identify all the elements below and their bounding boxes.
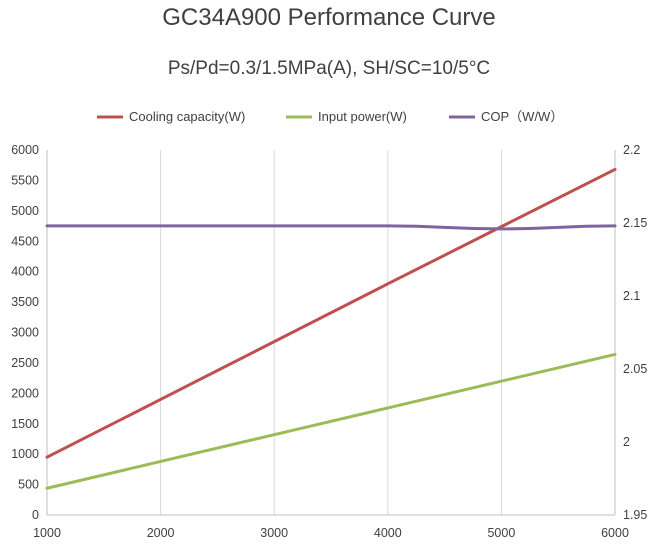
legend-label-input-power: Input power(W): [318, 109, 407, 124]
y-tick-label: 4500: [11, 234, 39, 248]
y-tick-label: 1500: [11, 417, 39, 431]
x-tick-label: 5000: [487, 526, 515, 540]
y-tick-label: 2000: [11, 386, 39, 400]
axis-layer: 1000 2000 3000 4000 5000 6000 0 500 1000 1500 2000…: [11, 143, 647, 540]
x-tick-label: 2000: [147, 526, 175, 540]
y-tick-label: 3000: [11, 326, 39, 340]
series-layer: [45, 167, 617, 490]
x-tick-label: 1000: [33, 526, 61, 540]
y2-tick-label: 2.05: [623, 362, 647, 376]
y2-tick-label: 2.1: [623, 289, 640, 303]
y2-tick-label: 1.95: [623, 508, 647, 522]
cooling-capacity-line: [45, 167, 617, 459]
legend-label-cooling-capacity: Cooling capacity(W): [129, 109, 245, 124]
x-tick-label: 3000: [260, 526, 288, 540]
chart-subtitle: Ps/Pd=0.3/1.5MPa(A), SH/SC=10/5°C: [167, 58, 491, 79]
legend-label-cop: COP（W/W）: [481, 109, 563, 124]
x-tick-label: 6000: [601, 526, 629, 540]
y2-tick-label: 2: [623, 435, 630, 449]
grid-layer: [46, 150, 616, 515]
legend: Cooling capacity(W) Input power(W) COP（W/W…: [97, 109, 563, 124]
y2-tick-label: 2.2: [623, 143, 640, 157]
input-power-line: [45, 352, 617, 490]
y-tick-label: 0: [32, 508, 39, 522]
x-tick-label: 4000: [374, 526, 402, 540]
y-tick-label: 3500: [11, 295, 39, 309]
y-tick-label: 6000: [11, 143, 39, 157]
y-tick-label: 5500: [11, 173, 39, 187]
y2-tick-label: 2.15: [623, 216, 647, 230]
y-tick-label: 4000: [11, 265, 39, 279]
y-tick-label: 1000: [11, 447, 39, 461]
cop-line: [45, 224, 617, 231]
y-tick-label: 2500: [11, 356, 39, 370]
y-tick-label: 5000: [11, 204, 39, 218]
chart-title: GC34A900 Performance Curve: [162, 4, 496, 31]
y-tick-label: 500: [18, 478, 39, 492]
